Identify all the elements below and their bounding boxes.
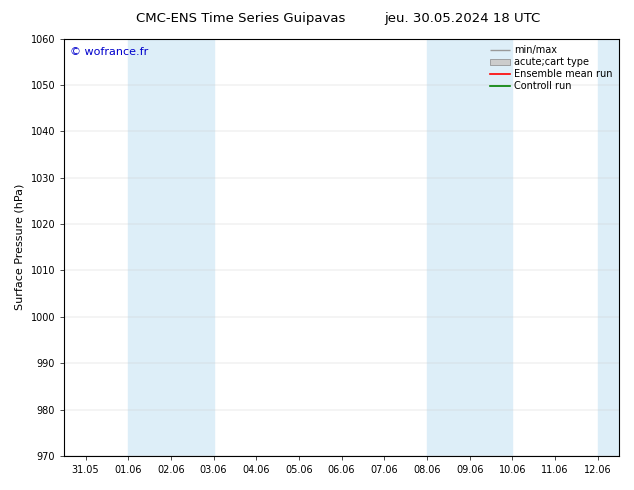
Bar bbox=[427, 39, 512, 456]
Bar bbox=[128, 39, 214, 456]
Text: © wofrance.fr: © wofrance.fr bbox=[70, 47, 148, 57]
Bar bbox=[598, 39, 634, 456]
Legend: min/max, acute;cart type, Ensemble mean run, Controll run: min/max, acute;cart type, Ensemble mean … bbox=[488, 44, 614, 93]
Text: jeu. 30.05.2024 18 UTC: jeu. 30.05.2024 18 UTC bbox=[385, 12, 541, 25]
Text: CMC-ENS Time Series Guipavas: CMC-ENS Time Series Guipavas bbox=[136, 12, 346, 25]
Y-axis label: Surface Pressure (hPa): Surface Pressure (hPa) bbox=[15, 184, 25, 311]
